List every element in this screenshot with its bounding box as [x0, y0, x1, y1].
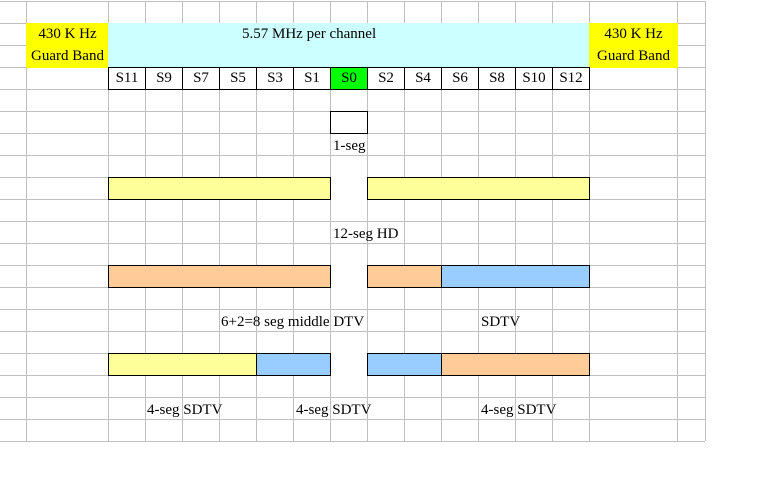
- segment-s9[interactable]: S9: [145, 67, 183, 90]
- grid-row-line: [0, 397, 705, 398]
- sdtv4-bar-b-left[interactable]: [256, 353, 331, 376]
- segment-s6[interactable]: S6: [441, 67, 479, 90]
- grid-row-line: [0, 155, 705, 156]
- middle-dtv-bar-right[interactable]: [367, 265, 442, 288]
- gap: [331, 265, 367, 288]
- segment-s0[interactable]: S0: [330, 67, 368, 90]
- channel-band[interactable]: 5.57 MHz per channel: [108, 23, 590, 68]
- segment-s12[interactable]: S12: [552, 67, 590, 90]
- hd-bar-right[interactable]: [367, 177, 590, 200]
- grid-row-line: [0, 1, 705, 2]
- one-seg-label: 1-seg: [333, 138, 366, 154]
- segment-s3[interactable]: S3: [256, 67, 294, 90]
- segment-s5[interactable]: S5: [219, 67, 257, 90]
- middle-dtv-label: 6+2=8 seg middle DTV: [221, 314, 365, 330]
- sdtv4-bar-b-right[interactable]: [367, 353, 442, 376]
- hd-label: 12-seg HD: [333, 226, 399, 242]
- segment-s8[interactable]: S8: [478, 67, 516, 90]
- sdtv-label: SDTV: [481, 314, 521, 330]
- segment-s11[interactable]: S11: [108, 67, 146, 90]
- sdtv4-bar-c[interactable]: [441, 353, 590, 376]
- sdtv4-label-c: 4-seg SDTV: [481, 402, 557, 418]
- hd-bar-left[interactable]: [108, 177, 331, 200]
- one-seg-box[interactable]: [330, 111, 368, 134]
- guard-band-left[interactable]: 430 K Hz Guard Band: [26, 23, 109, 68]
- guard-band-left-line1: 430 K Hz: [38, 26, 97, 42]
- grid-row-line: [0, 441, 705, 442]
- segment-s2[interactable]: S2: [367, 67, 405, 90]
- segment-s1[interactable]: S1: [293, 67, 331, 90]
- sdtv-bar[interactable]: [441, 265, 590, 288]
- segment-s7[interactable]: S7: [182, 67, 220, 90]
- grid-row-line: [0, 243, 705, 244]
- segment-s10[interactable]: S10: [515, 67, 553, 90]
- guard-band-right[interactable]: 430 K Hz Guard Band: [589, 23, 678, 68]
- segment-s4[interactable]: S4: [404, 67, 442, 90]
- guard-band-right-line1: 430 K Hz: [604, 26, 663, 42]
- gap: [331, 177, 367, 200]
- guard-band-left-line2: Guard Band: [31, 48, 104, 64]
- grid-row-line: [0, 331, 705, 332]
- channel-label: 5.57 MHz per channel: [242, 26, 377, 42]
- grid-column-line: [705, 1, 706, 441]
- sdtv4-label-b: 4-seg SDTV: [296, 402, 372, 418]
- sdtv4-label-a: 4-seg SDTV: [147, 402, 223, 418]
- middle-dtv-bar-left[interactable]: [108, 265, 331, 288]
- sdtv4-bar-a[interactable]: [108, 353, 257, 376]
- grid-row-line: [0, 221, 705, 222]
- guard-band-right-line2: Guard Band: [597, 48, 670, 64]
- grid-row-line: [0, 419, 705, 420]
- grid-row-line: [0, 309, 705, 310]
- gap: [331, 353, 367, 376]
